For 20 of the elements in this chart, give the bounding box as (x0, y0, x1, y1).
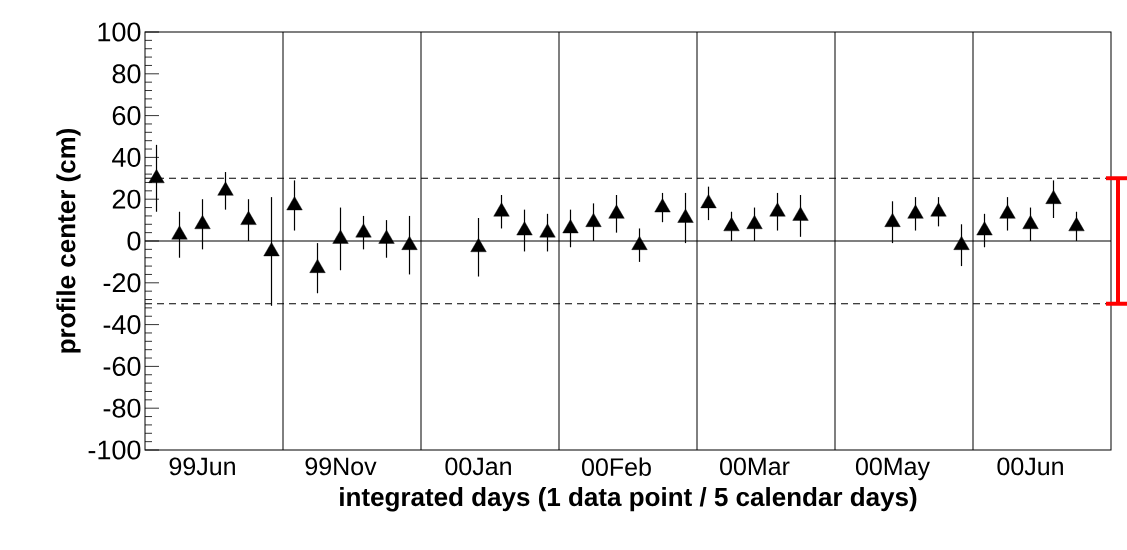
x-tick-label: 00Jan (445, 457, 511, 476)
y-tick-label: -40 (103, 315, 141, 335)
x-tick-label: 00Jun (997, 457, 1063, 476)
y-tick-label: -100 (88, 440, 141, 460)
y-tick-label: -20 (103, 273, 141, 293)
y-tick-label: 40 (112, 147, 141, 167)
y-tick-label: 0 (127, 231, 141, 251)
y-tick-label: -80 (103, 398, 141, 418)
y-tick-label: 60 (112, 106, 141, 126)
x-tick-label: 00May (855, 457, 930, 481)
x-tick-label: 99Jun (169, 457, 235, 476)
y-tick-label: -60 (103, 356, 141, 376)
y-axis-title: profile center (cm) (56, 128, 81, 353)
x-tick-label: 00Feb (582, 457, 651, 476)
y-tick-label: 100 (98, 22, 141, 42)
x-tick-label: 99Nov (305, 457, 377, 476)
x-tick-label: 00Mar (720, 457, 790, 476)
y-tick-label: 20 (112, 189, 141, 209)
y-tick-label: 80 (112, 64, 141, 84)
x-axis-title: integrated days (1 data point / 5 calendar days) (340, 487, 917, 512)
